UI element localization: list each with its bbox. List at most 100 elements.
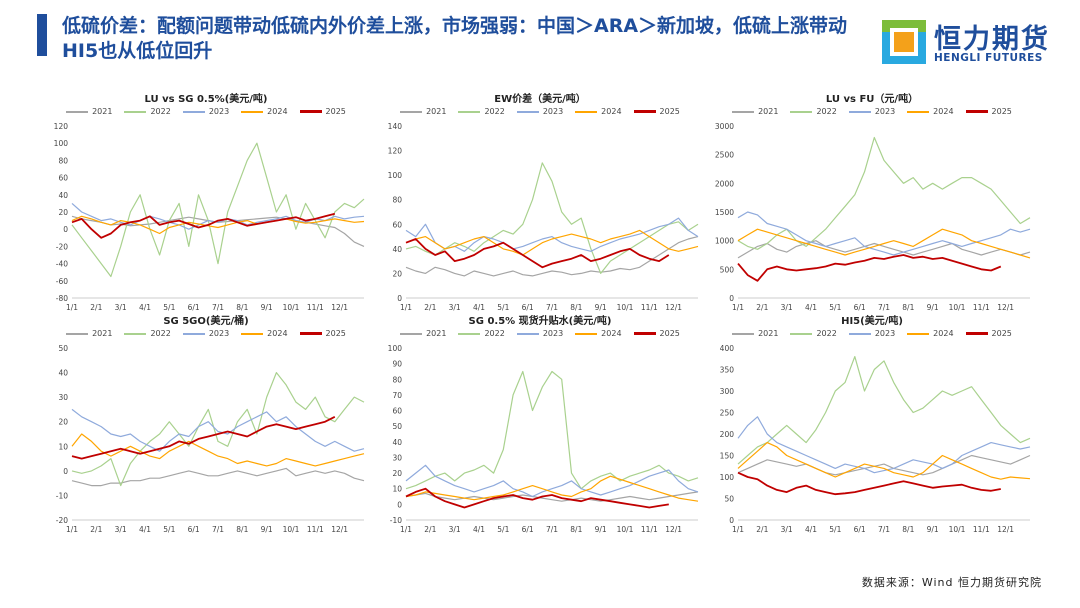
chart-plot: -80 -60 -40 -20 0 20 40 60 80 100 120 1/1 2/1 3/1 4/1 5… xyxy=(54,122,365,312)
series-line-2023 xyxy=(737,211,1031,256)
legend-item: 2025 xyxy=(299,329,346,338)
y-tick-label: 200 xyxy=(720,430,735,439)
legend-swatch xyxy=(241,110,264,113)
legend-swatch xyxy=(124,332,147,335)
x-tick-label: 3/1 xyxy=(115,303,127,312)
x-tick-label: 1/1 xyxy=(400,303,412,312)
x-tick-label: 6/1 xyxy=(188,525,200,534)
chart-3: LU vs FU（元/吨） 2021 2022 2023 2024 2025 0 500 100… xyxy=(708,90,1036,320)
x-tick-label: 6/1 xyxy=(522,525,534,534)
legend-label: 2025 xyxy=(325,107,346,116)
series-line-2024 xyxy=(405,229,699,256)
legend-item: 2023 xyxy=(182,329,229,338)
y-tick-label: 30 xyxy=(58,393,68,402)
x-tick-label: 10/1 xyxy=(617,303,634,312)
x-tick-label: 2/1 xyxy=(424,303,436,312)
x-tick-label: 5/1 xyxy=(497,303,509,312)
legend-swatch xyxy=(732,332,755,335)
y-tick-label: 100 xyxy=(720,473,735,482)
x-tick-label: 9/1 xyxy=(261,303,273,312)
x-tick-label: 2/1 xyxy=(756,525,768,534)
y-tick-label: 1000 xyxy=(715,237,734,246)
chart-1: LU vs SG 0.5%(美元/吨) 2021 2022 2023 2024 2025 -… xyxy=(42,90,370,320)
x-tick-label: 11/1 xyxy=(641,525,658,534)
y-tick-label: 60 xyxy=(58,174,68,183)
series-line-2023 xyxy=(737,416,1031,474)
series-line-2021 xyxy=(71,467,365,487)
y-tick-label: -20 xyxy=(56,242,68,251)
x-tick-label: 11/1 xyxy=(973,525,990,534)
x-tick-label: 12/1 xyxy=(331,303,348,312)
chart-legend: 2021 2022 2023 2024 2025 xyxy=(376,107,704,116)
chart-5: SG 0.5% 现货升贴水(美元/吨) 2021 2022 2023 2024 2025 -… xyxy=(376,312,704,542)
x-tick-label: 3/1 xyxy=(781,525,793,534)
legend-swatch xyxy=(66,110,89,113)
x-tick-label: 7/1 xyxy=(212,303,224,312)
x-tick-label: 6/1 xyxy=(854,303,866,312)
y-tick-label: 60 xyxy=(392,407,402,416)
y-tick-label: 40 xyxy=(58,369,68,378)
y-tick-label: 0 xyxy=(397,500,402,509)
legend-item: 2023 xyxy=(848,107,895,116)
legend-item: 2023 xyxy=(182,107,230,116)
legend-label: 2022 xyxy=(150,107,171,116)
y-tick-label: 100 xyxy=(54,139,69,148)
chart-title: LU vs FU（元/吨） xyxy=(825,94,919,105)
y-tick-label: 120 xyxy=(388,147,403,156)
legend-label: 2022 xyxy=(150,329,171,338)
y-tick-label: 0 xyxy=(729,516,734,525)
y-tick-label: 50 xyxy=(58,344,68,353)
data-source-note: 数据来源：Wind 恒力期货研究院 xyxy=(861,576,1042,589)
legend-swatch xyxy=(965,332,988,335)
legend-swatch xyxy=(790,332,813,335)
x-tick-label: 2/1 xyxy=(756,303,768,312)
x-tick-label: 12/1 xyxy=(997,303,1014,312)
y-tick-label: 40 xyxy=(392,245,402,254)
y-tick-label: 40 xyxy=(392,438,402,447)
x-tick-label: 8/1 xyxy=(236,303,248,312)
legend-swatch xyxy=(516,332,539,335)
x-tick-label: 10/1 xyxy=(283,303,300,312)
legend-item: 2024 xyxy=(907,329,954,338)
y-tick-label: -20 xyxy=(56,516,68,525)
legend-swatch xyxy=(575,332,598,335)
x-tick-label: 5/1 xyxy=(829,525,841,534)
x-tick-label: 10/1 xyxy=(617,525,634,534)
x-tick-label: 9/1 xyxy=(927,525,939,534)
legend-swatch xyxy=(182,332,205,335)
y-tick-label: 10 xyxy=(392,485,402,494)
x-tick-label: 1/1 xyxy=(732,525,744,534)
series-line-2025 xyxy=(737,254,1002,282)
legend-label: 2025 xyxy=(659,107,680,116)
legend-label: 2024 xyxy=(933,107,954,116)
y-tick-label: 10 xyxy=(58,442,68,451)
y-tick-label: 60 xyxy=(392,220,402,229)
series-line-2024 xyxy=(405,475,699,502)
legend-swatch xyxy=(790,110,813,113)
x-tick-label: 11/1 xyxy=(641,303,658,312)
x-tick-label: 12/1 xyxy=(665,303,682,312)
y-tick-label: 400 xyxy=(720,344,735,353)
legend-swatch xyxy=(575,110,598,113)
series-line-2022 xyxy=(405,370,699,490)
x-tick-label: 1/1 xyxy=(66,525,78,534)
series-line-2022 xyxy=(737,356,1031,465)
legend-label: 2024 xyxy=(601,329,622,338)
legend-item: 2023 xyxy=(848,329,896,338)
legend-label: 2023 xyxy=(874,329,896,338)
y-tick-label: 100 xyxy=(388,344,403,353)
x-tick-label: 4/1 xyxy=(805,525,817,534)
legend-label: 2021 xyxy=(92,107,113,116)
x-tick-label: 6/1 xyxy=(522,303,534,312)
legend-label: 2023 xyxy=(208,107,230,116)
x-tick-label: 7/1 xyxy=(878,525,890,534)
legend-label: 2022 xyxy=(816,107,837,116)
legend-label: 2025 xyxy=(991,329,1012,338)
x-tick-label: 3/1 xyxy=(449,525,461,534)
x-tick-label: 7/1 xyxy=(212,525,224,534)
legend-label: 2021 xyxy=(758,329,779,338)
legend-swatch xyxy=(633,332,656,335)
legend-item: 2022 xyxy=(790,329,837,338)
x-tick-label: 12/1 xyxy=(665,525,682,534)
chart-plot: 0 50 100 150 200 250 300 350 400 1/1 2/1 3/1 4/1 5/1 6… xyxy=(720,344,1031,534)
